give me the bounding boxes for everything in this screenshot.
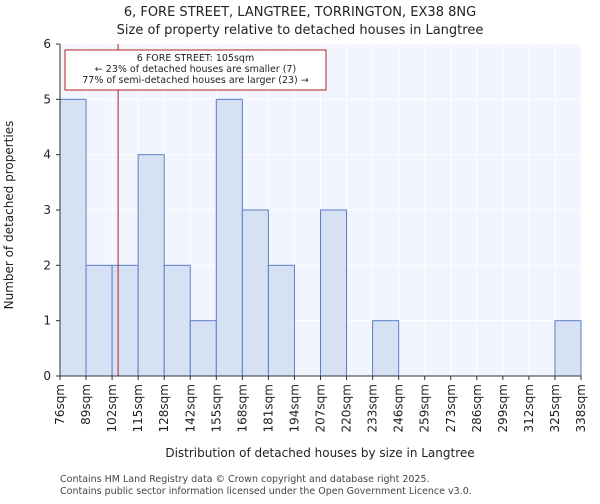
bar-325sqm xyxy=(554,320,582,377)
x-tick-label: 259sqm xyxy=(418,384,432,432)
bar-155sqm xyxy=(215,98,243,377)
y-tick-label: 1 xyxy=(43,314,51,328)
annotation-line-3: 77% of semi-detached houses are larger (… xyxy=(82,75,309,86)
x-tick-label: 168sqm xyxy=(235,384,249,432)
x-tick-label: 312sqm xyxy=(522,384,536,432)
chart-title: 6, FORE STREET, LANGTREE, TORRINGTON, EX… xyxy=(124,5,476,20)
y-axis-label: Number of detached properties xyxy=(2,121,16,310)
annotation-box xyxy=(64,49,327,91)
y-tick-label: 6 xyxy=(43,37,51,51)
x-tick-label: 89sqm xyxy=(79,384,93,425)
x-tick-label: 115sqm xyxy=(131,384,145,432)
bars xyxy=(59,98,582,377)
bar-115sqm xyxy=(137,154,165,377)
footer-line-2: Contains public sector information licen… xyxy=(60,486,472,497)
x-tick-label: 207sqm xyxy=(314,384,328,432)
marker: 6 FORE STREET: 105sqm← 23% of detached h… xyxy=(64,44,327,376)
footer-line-1: Contains HM Land Registry data © Crown c… xyxy=(60,474,430,485)
x-tick-label: 325sqm xyxy=(548,384,562,432)
bar-181sqm xyxy=(267,264,295,377)
x-tick-label: 181sqm xyxy=(261,384,275,432)
x-tick-label: 128sqm xyxy=(157,384,171,432)
x-tick-label: 194sqm xyxy=(287,384,301,432)
x-tick-label: 286sqm xyxy=(470,384,484,432)
x-tick-label: 299sqm xyxy=(496,384,510,432)
y-tick-label: 3 xyxy=(43,203,51,217)
y-tick-labels: 0 1 2 3 4 5 6 xyxy=(43,37,60,383)
x-tick-labels: 76sqm 89sqm 102sqm 115sqm 128sqm 142sqm 155sqm… xyxy=(53,376,588,432)
bar-128sqm xyxy=(163,264,191,377)
x-tick-label: 233sqm xyxy=(366,384,380,432)
x-tick-label: 155sqm xyxy=(209,384,223,432)
annotation-line-1: 6 FORE STREET: 105sqm xyxy=(137,53,254,64)
y-tick-label: 5 xyxy=(43,92,51,106)
x-tick-label: 338sqm xyxy=(574,384,588,432)
bar-102sqm xyxy=(111,264,139,377)
x-tick-label: 246sqm xyxy=(392,384,406,432)
x-axis-label: Distribution of detached houses by size … xyxy=(165,446,474,460)
y-tick-label: 2 xyxy=(43,258,51,272)
x-tick-label: 273sqm xyxy=(444,384,458,432)
annotation-line-2: ← 23% of detached houses are smaller (7) xyxy=(95,64,296,75)
x-tick-label: 142sqm xyxy=(183,384,197,432)
bar-142sqm xyxy=(189,320,217,377)
y-tick-label: 0 xyxy=(43,369,51,383)
chart-subtitle: Size of property relative to detached ho… xyxy=(117,23,484,38)
bar-76sqm xyxy=(59,98,87,377)
y-tick-label: 4 xyxy=(43,148,51,162)
bar-233sqm xyxy=(372,320,400,377)
bar-89sqm xyxy=(85,264,113,377)
bar-168sqm xyxy=(241,209,269,377)
x-tick-label: 76sqm xyxy=(53,384,67,425)
x-tick-label: 220sqm xyxy=(340,384,354,432)
bar-207sqm xyxy=(320,209,348,377)
x-tick-label: 102sqm xyxy=(105,384,119,432)
